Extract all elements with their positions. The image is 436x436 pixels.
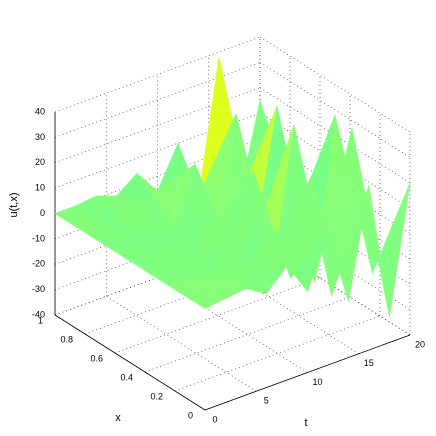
t-tick-label: 15 <box>364 358 374 368</box>
t-tick-label: 20 <box>415 339 425 349</box>
grid-line <box>157 277 308 373</box>
x-tick-label: 1 <box>38 315 43 325</box>
surface <box>54 57 411 318</box>
grid-line <box>144 296 351 373</box>
axis-line <box>54 314 206 411</box>
x-axis-label: x <box>115 412 121 424</box>
grid-line <box>54 112 261 189</box>
x-tick-label: 0.6 <box>90 353 103 363</box>
z-tick-label: 40 <box>35 106 45 116</box>
grid-line <box>208 258 359 355</box>
t-tick-label: 10 <box>312 377 322 387</box>
surface-patch <box>166 274 227 309</box>
z-tick-label: -20 <box>32 259 45 269</box>
grid-line <box>174 315 381 392</box>
grid-line <box>259 239 411 336</box>
x-tick-label: 0 <box>188 410 193 420</box>
grid-line <box>54 188 261 265</box>
grid-line <box>54 36 261 113</box>
t-axis-label: t <box>304 417 307 429</box>
grid-line <box>259 62 411 158</box>
grid-line <box>106 295 257 392</box>
z-tick-label: 20 <box>35 157 45 167</box>
z-tick-label: -10 <box>32 233 45 243</box>
grid-line <box>54 214 261 290</box>
z-tick-label: 0 <box>40 208 45 218</box>
grid-line <box>54 62 261 138</box>
t-tick-label: 5 <box>264 396 269 406</box>
grid-line <box>114 277 321 354</box>
z-tick-label: -40 <box>32 309 45 319</box>
x-tick-label: 0.2 <box>150 391 163 401</box>
x-tick-label: 0.8 <box>60 334 73 344</box>
z-tick-label: 30 <box>35 132 45 142</box>
grid-line <box>259 36 411 133</box>
z-tick-label: -30 <box>32 284 45 294</box>
grid-line <box>54 87 261 164</box>
t-tick-label: 0 <box>212 414 217 424</box>
x-tick-label: 0.4 <box>120 372 133 382</box>
grid-line <box>84 258 291 335</box>
axis-line <box>204 334 411 411</box>
tick-labels: -40-30-20-1001020304000.20.40.60.8105101… <box>32 106 425 424</box>
z-tick-label: 10 <box>35 183 45 193</box>
grid-line <box>54 239 261 316</box>
z-axis-label: u(t,x) <box>8 192 20 217</box>
